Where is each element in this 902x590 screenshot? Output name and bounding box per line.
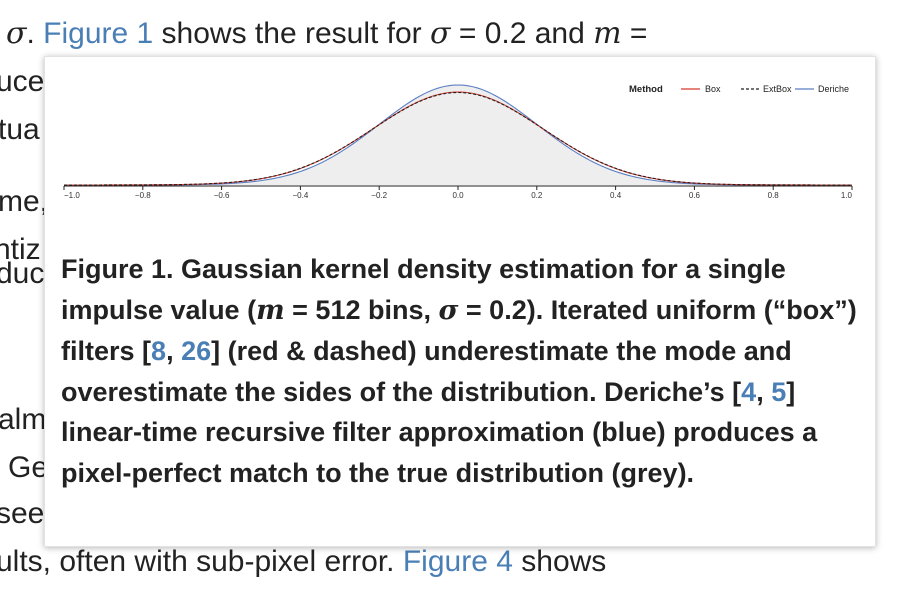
x-tick-label: −0.8 [135,191,151,200]
x-tick-label: 0.4 [610,191,622,200]
x-tick-label: 0.6 [689,191,701,200]
caption-text: Figure 1. Gaussian kernel density estima… [61,254,786,325]
figure-popup: −1.0 −0.8 −0.6 −0.4 −0.2 0.0 0.2 0.4 0.6 0.8 1.0 M… [44,56,876,547]
figure-caption: Figure 1. Gaussian kernel density estima… [61,249,861,493]
figure-4-link[interactable]: Figure 4 [402,545,513,578]
line-text: shows the result for [153,17,431,50]
m-symbol: m [593,16,622,51]
caption-text: = 0.2). Iterated uniform (“box”) filters… [61,294,857,367]
caption-text: , [756,376,772,407]
x-tick-label: −0.6 [214,191,230,200]
x-tick-label: 0.8 [768,191,780,200]
series-line-extbox [64,91,852,186]
reference-link[interactable]: 8 [151,336,167,366]
kde-chart: −1.0 −0.8 −0.6 −0.4 −0.2 0.0 0.2 0.4 0.6 0.8 1.0 M… [63,84,853,200]
article-fragment: Ge [8,451,49,484]
true-distribution-area [64,85,852,185]
line-text: = [621,17,648,50]
line-text: ults, often with sub-pixel error. [0,545,403,578]
legend-label-box: Box [705,84,721,94]
figure-1-link[interactable]: Figure 1 [43,17,154,50]
article-fragment: me, [0,185,49,218]
article-fragment: alm [0,403,47,436]
line-text: = 0.2 and [450,17,594,50]
reference-link[interactable]: 26 [181,336,212,366]
x-tick-label: 0.0 [452,191,464,200]
article-fragment: see [0,497,45,530]
article-line-last: ults, often with sub-pixel error. Figure… [0,544,606,580]
article-fragment: tua [0,113,40,146]
article-fragment: uce [0,65,45,98]
caption-text: ] (red & dashed) underestimate the mode … [61,336,792,407]
x-tick-label: 0.2 [531,191,543,200]
reference-link[interactable]: 5 [771,376,787,407]
x-tick-label: −1.0 [64,191,80,200]
legend-title: Method [629,84,663,95]
line-text: shows [512,545,607,578]
article-fragment: duc [0,257,45,290]
sigma-symbol: σ [438,294,459,326]
reference-link[interactable]: 4 [741,376,757,407]
caption-text: , [166,336,182,366]
x-tick-label: −0.4 [293,191,309,200]
article-line-1: σ. Figure 1 shows the result for σ = 0.2… [6,16,647,52]
sigma-symbol: σ [6,16,27,51]
x-tick-label: −0.2 [371,191,387,200]
x-tick-label: 1.0 [841,191,853,200]
article-fragment: ntiz [0,233,41,266]
line-text: . [26,17,44,50]
m-symbol: m [256,294,285,326]
legend-label-deriche: Deriche [818,84,849,94]
legend-label-extbox: ExtBox [763,84,792,94]
caption-text: ] linear-time recursive filter approxima… [61,376,818,488]
sigma-symbol: σ [430,16,451,51]
caption-text: = 512 bins, [284,294,439,325]
